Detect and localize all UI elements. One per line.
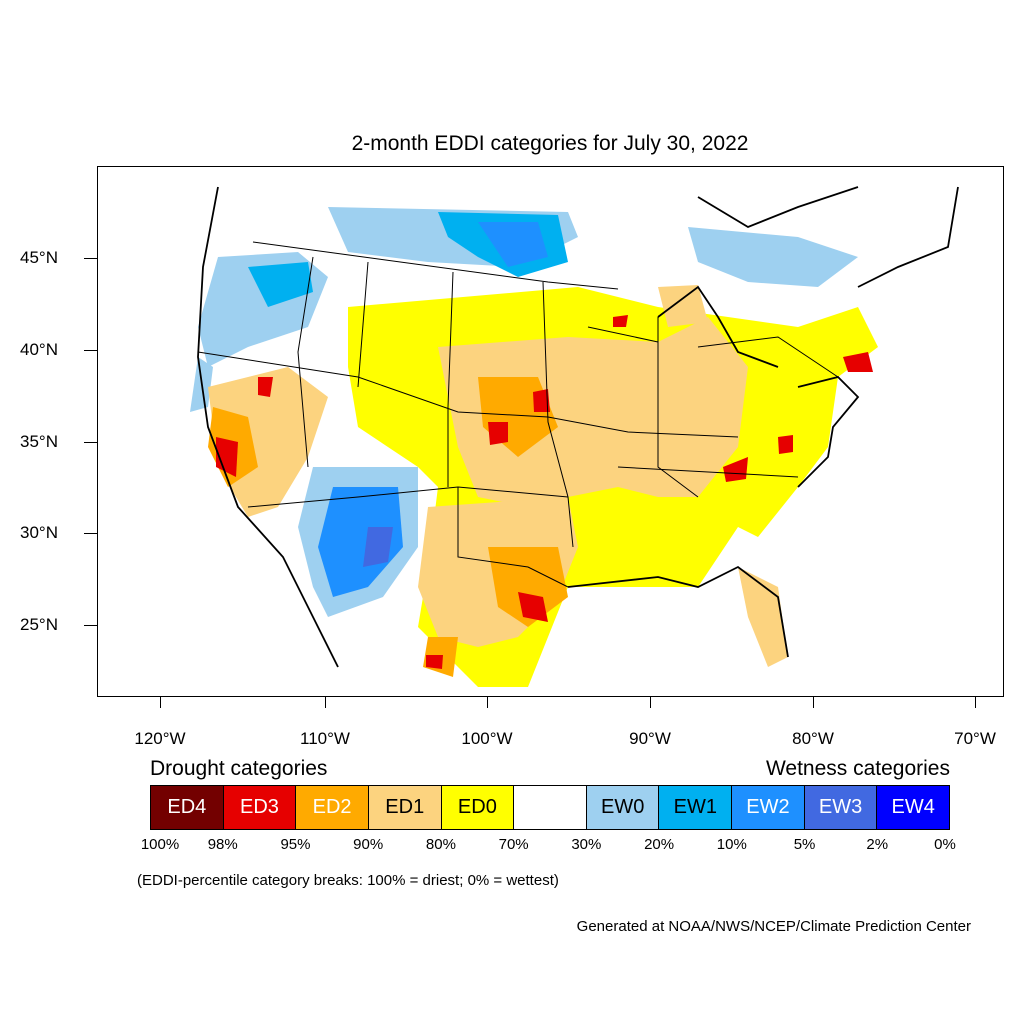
legend-break-label: 70%	[498, 836, 529, 853]
wetness-regions	[190, 207, 858, 617]
legend-break-label: 2%	[866, 836, 889, 853]
legend-break-label: 0%	[934, 836, 956, 853]
lon-label-100: 100°W	[461, 729, 513, 748]
map-title: 2-month EDDI categories for July 30, 202…	[351, 132, 749, 155]
legend-cell-ew0: EW0	[586, 786, 660, 829]
legend-break-label: 10%	[716, 836, 747, 853]
legend-break-label: 30%	[571, 836, 602, 853]
legend-cell-ew2: EW2	[732, 786, 805, 829]
legend-cell-ed4: ED4	[151, 786, 224, 829]
lat-tick	[84, 350, 97, 351]
coastlines	[197, 186, 959, 668]
lat-tick	[84, 442, 97, 443]
legend-cell-neutral	[514, 786, 587, 829]
lat-label-30: 30°N	[20, 523, 58, 542]
lon-tick	[975, 697, 976, 708]
lon-label-90: 90°W	[629, 729, 671, 748]
lon-label-110: 110°W	[300, 729, 350, 748]
lat-tick	[84, 625, 97, 626]
wetness-categories-title: Wetness categories	[765, 757, 950, 780]
lon-tick	[325, 697, 326, 708]
legend-cell-ed0: ED0	[441, 786, 515, 829]
drought-categories-title: Drought categories	[150, 757, 328, 780]
lon-tick	[813, 697, 814, 708]
lon-tick	[487, 697, 488, 708]
credit-line: Generated at NOAA/NWS/NCEP/Climate Predi…	[576, 918, 971, 935]
lat-label-35: 35°N	[20, 432, 58, 451]
legend-cell-ew4: EW4	[877, 786, 950, 829]
legend-cell-ed3: ED3	[223, 786, 297, 829]
lon-label-120: 120°W	[134, 729, 186, 748]
legend-break-label: 80%	[425, 836, 456, 853]
legend-break-label: 20%	[644, 836, 675, 853]
legend-cell-ed1: ED1	[368, 786, 442, 829]
legend-break-label: 5%	[793, 836, 816, 853]
lat-tick	[84, 533, 97, 534]
lon-label-70: 70°W	[954, 729, 996, 748]
legend-cell-ew3: EW3	[804, 786, 878, 829]
lat-label-25: 25°N	[20, 615, 58, 634]
legend-break-label: 100%	[140, 836, 180, 853]
lon-tick	[650, 697, 651, 708]
drought-regions	[208, 285, 878, 687]
legend-break-label: 95%	[280, 836, 311, 853]
lon-tick	[160, 697, 161, 708]
boundaries	[197, 241, 839, 588]
category-note: (EDDI-percentile category breaks: 100% =…	[137, 872, 559, 889]
lat-label-40: 40°N	[20, 340, 58, 359]
lat-tick	[84, 258, 97, 259]
lat-label-45: 45°N	[20, 248, 58, 267]
legend-cell-ed2: ED2	[296, 786, 369, 829]
legend-break-label: 98%	[207, 836, 238, 853]
legend-break-label: 90%	[353, 836, 384, 853]
legend-color-bar: ED4 ED3 ED2 ED1 ED0 EW0 EW1 EW2 EW3 EW4	[150, 785, 950, 830]
eddi-map	[190, 186, 959, 687]
map-panel	[97, 166, 1004, 697]
lon-label-80: 80°W	[792, 729, 834, 748]
legend-cell-ew1: EW1	[659, 786, 733, 829]
